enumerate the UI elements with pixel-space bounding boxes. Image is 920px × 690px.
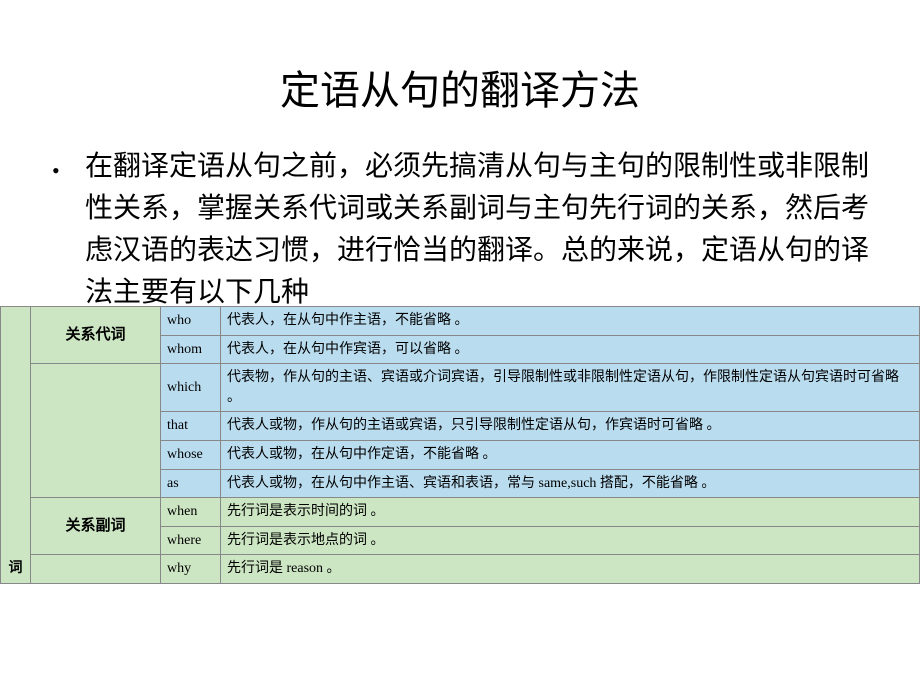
left-label-cell: 词 [1,307,31,584]
category-adverb: 关系副词 [31,498,161,555]
bullet-icon: • [52,154,60,187]
desc-cell: 代表人，在从句中作宾语，可以省略 。 [221,335,920,364]
word-cell: as [161,469,221,498]
table-row: 关系副词 when 先行词是表示时间的词 。 [1,498,920,527]
table-row: why 先行词是 reason 。 [1,555,920,584]
word-cell: whom [161,335,221,364]
word-cell: that [161,412,221,441]
desc-cell: 先行词是 reason 。 [221,555,920,584]
desc-cell: 代表人或物，作从句的主语或宾语，只引导限制性定语从句，作宾语时可省略 。 [221,412,920,441]
desc-cell: 代表人或物，在从句中作定语，不能省略 。 [221,440,920,469]
relative-words-table: 词 关系代词 who 代表人，在从句中作主语，不能省略 。 whom 代表人，在… [0,306,920,584]
page-title: 定语从句的翻译方法 [0,0,920,146]
desc-cell: 先行词是表示时间的词 。 [221,498,920,527]
table-row: which 代表物，作从句的主语、宾语或介词宾语，引导限制性或非限制性定语从句，… [1,364,920,412]
category-spacer [31,555,161,584]
intro-paragraph: • 在翻译定语从句之前，必须先搞清从句与主句的限制性或非限制性关系，掌握关系代词… [0,146,920,314]
desc-cell: 代表物，作从句的主语、宾语或介词宾语，引导限制性或非限制性定语从句，作限制性定语… [221,364,920,412]
category-spacer [31,364,161,498]
desc-cell: 代表人或物，在从句中作主语、宾语和表语，常与 same,such 搭配，不能省略… [221,469,920,498]
word-cell: where [161,526,221,555]
word-cell: when [161,498,221,527]
desc-cell: 先行词是表示地点的词 。 [221,526,920,555]
word-cell: which [161,364,221,412]
paragraph-text: 在翻译定语从句之前，必须先搞清从句与主句的限制性或非限制性关系，掌握关系代词或关… [85,151,869,308]
category-pronoun: 关系代词 [31,307,161,364]
word-cell: why [161,555,221,584]
word-cell: whose [161,440,221,469]
